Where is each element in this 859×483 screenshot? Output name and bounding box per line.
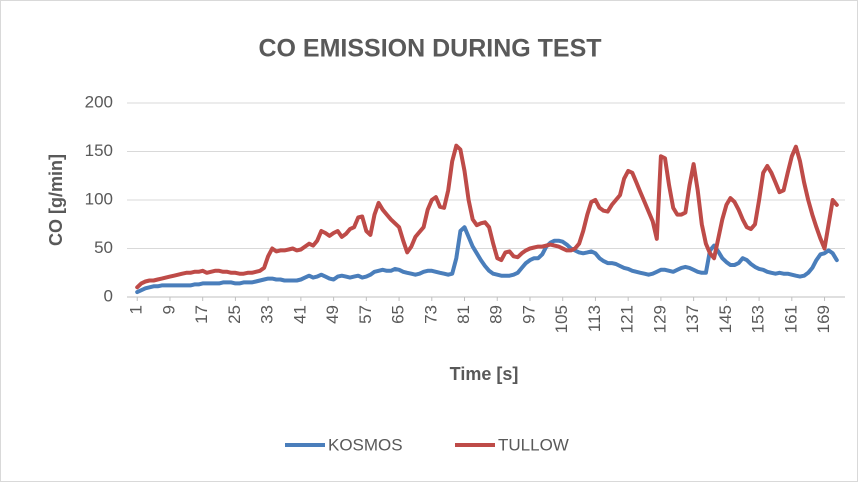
x-tick-label: 57 [356,305,375,324]
x-tick-label: 169 [814,305,833,333]
x-tick-label: 81 [454,305,473,324]
series-line [135,143,839,290]
x-tick-label: 89 [487,305,506,324]
legend-label: KOSMOS [328,435,403,454]
x-tick-label: 113 [585,305,604,332]
y-tick-label: 200 [85,92,113,111]
x-tick-label: 161 [781,305,800,333]
chart-title: CO EMISSION DURING TEST [258,35,601,63]
y-tick-label: 0 [104,286,113,305]
y-tick-label: 150 [85,141,113,160]
x-tick-label: 1 [127,305,146,314]
y-tick-label: 50 [94,238,113,257]
x-tick-label: 137 [683,305,702,333]
x-tick-label: 153 [749,305,768,333]
x-tick-label: 65 [389,305,408,324]
x-tick-label: 145 [716,305,735,333]
x-tick-label: 73 [421,305,440,324]
x-tick-label: 9 [159,305,178,314]
y-tick-label: 100 [85,189,113,208]
x-axis-label: Time [s] [450,364,519,384]
y-axis-label: CO [g/min] [46,154,66,246]
x-tick-label: 121 [618,305,637,333]
x-tick-label: 17 [192,305,211,324]
legend-label: TULLOW [498,435,569,454]
x-tick-label: 129 [650,305,669,333]
series-line [135,225,839,295]
x-tick-label: 97 [519,305,538,324]
x-tick-label: 49 [323,305,342,324]
x-tick-label: 41 [290,305,309,324]
x-tick-label: 25 [225,305,244,324]
x-tick-label: 33 [258,305,277,324]
x-tick-label: 105 [552,305,571,333]
